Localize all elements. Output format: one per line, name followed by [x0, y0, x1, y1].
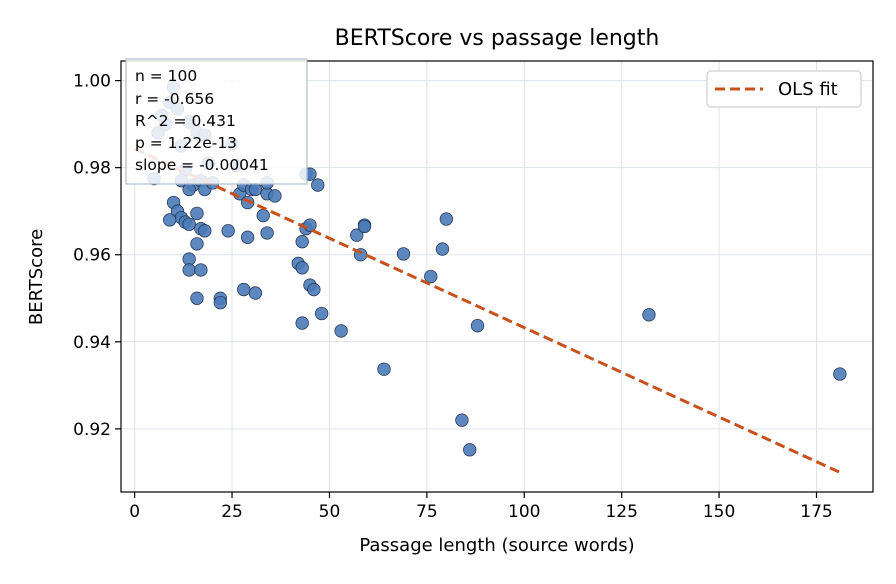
y-tick-label: 0.92	[73, 420, 111, 440]
legend-fit-label: OLS fit	[778, 79, 838, 100]
x-axis-label: Passage length (source words)	[359, 535, 634, 556]
data-point	[194, 263, 208, 277]
data-point	[334, 324, 348, 338]
fit-layer	[134, 147, 841, 474]
data-point	[470, 319, 485, 333]
stat-n: n = 100	[135, 67, 197, 85]
stats-box: n = 100 r = -0.656 R^2 = 0.431 p = 1.22e…	[125, 58, 308, 185]
data-point	[190, 237, 204, 251]
data-point	[182, 217, 196, 231]
data-point	[455, 413, 469, 427]
data-point	[435, 242, 450, 256]
stats-box-frame	[125, 58, 308, 185]
data-point	[213, 295, 228, 310]
x-tick-label: 50	[319, 502, 341, 522]
stat-slope: slope = -0.00041	[135, 156, 269, 174]
data-point	[240, 230, 255, 244]
data-point	[303, 218, 317, 232]
x-tick-label: 25	[221, 502, 243, 522]
grid-lines	[121, 61, 873, 492]
x-tick-label: 125	[605, 502, 637, 522]
data-point	[642, 308, 656, 322]
data-point	[424, 269, 438, 284]
data-point	[315, 306, 329, 321]
data-point	[396, 247, 411, 261]
data-point	[350, 228, 364, 242]
data-point	[295, 261, 309, 275]
data-point	[198, 224, 212, 238]
plot-frame	[120, 60, 874, 493]
data-point	[163, 213, 177, 227]
x-tick-label: 175	[800, 502, 832, 522]
y-tick-label: 0.96	[73, 246, 111, 266]
data-point	[463, 443, 477, 457]
data-point	[190, 206, 204, 221]
x-tick-label: 150	[703, 502, 735, 522]
data-point	[248, 182, 263, 197]
data-point	[248, 286, 263, 300]
x-axis-ticks: 0 25 50 75 100 125 150 175	[129, 492, 833, 522]
x-tick-label: 0	[129, 502, 140, 522]
data-point	[237, 282, 251, 297]
data-point	[295, 235, 309, 249]
y-tick-label: 0.94	[73, 333, 111, 353]
y-axis-ticks: 0.92 0.94 0.96 0.98 1.00	[73, 72, 121, 440]
y-tick-label: 1.00	[73, 72, 111, 92]
legend-frame	[706, 70, 862, 108]
chart-title: BERTScore vs passage length	[335, 26, 660, 51]
y-axis-label: BERTScore	[26, 229, 47, 325]
stat-p: p = 1.22e-13	[135, 134, 237, 152]
y-tick-label: 0.98	[73, 159, 111, 179]
data-point	[221, 224, 235, 238]
x-tick-label: 100	[508, 502, 540, 522]
data-point	[439, 212, 453, 226]
data-point	[377, 362, 391, 376]
data-point	[295, 316, 309, 330]
data-point	[311, 178, 325, 192]
legend: OLS fit	[706, 70, 862, 108]
ols-fit-line	[134, 147, 841, 474]
data-point	[357, 219, 372, 234]
data-point	[268, 189, 282, 203]
data-point	[182, 263, 196, 277]
x-tick-label: 75	[416, 502, 438, 522]
stat-r2: R^2 = 0.431	[135, 112, 236, 130]
stat-r: r = -0.656	[135, 90, 214, 108]
data-point	[833, 367, 847, 381]
data-point	[260, 226, 274, 240]
data-point	[190, 291, 204, 305]
data-point	[307, 282, 321, 297]
data-point	[182, 182, 196, 197]
data-point	[256, 208, 270, 223]
